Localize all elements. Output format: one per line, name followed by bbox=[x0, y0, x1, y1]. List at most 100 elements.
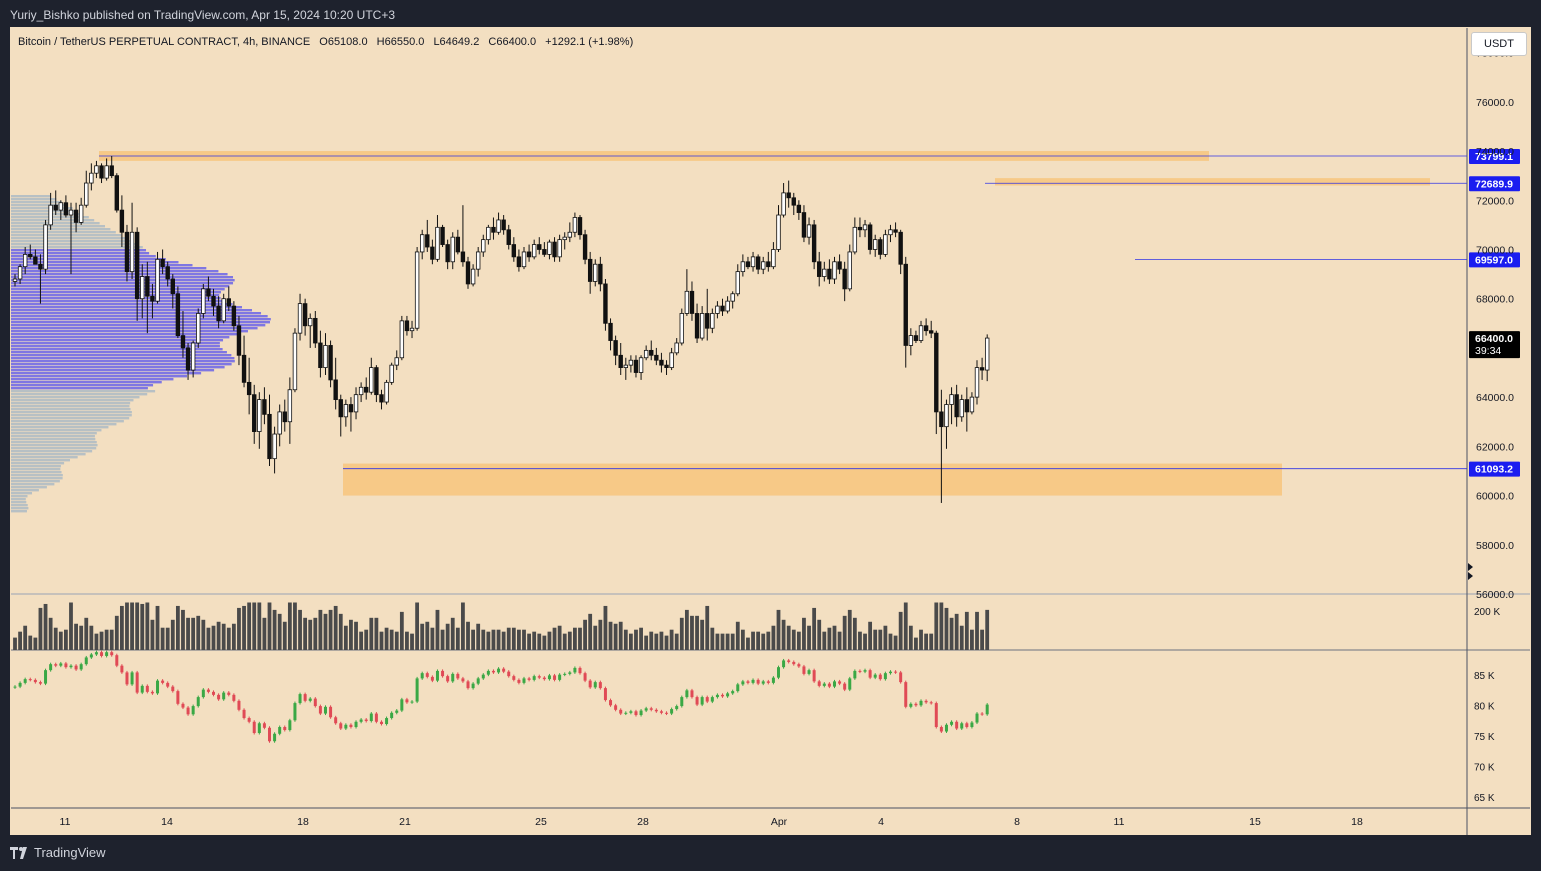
indicator-bar bbox=[736, 684, 740, 692]
volume-bar bbox=[466, 621, 470, 650]
volume-bar bbox=[384, 627, 389, 650]
volume-bar bbox=[898, 611, 903, 650]
candle-body bbox=[557, 239, 562, 258]
candle-body bbox=[873, 239, 878, 250]
candle-body bbox=[796, 204, 802, 213]
volume-bar bbox=[359, 631, 364, 650]
indicator-bar bbox=[49, 664, 53, 671]
candle-body bbox=[165, 266, 170, 280]
price-tick-label: 70000.0 bbox=[1476, 244, 1514, 256]
volume-bar bbox=[272, 609, 277, 650]
volume-bar bbox=[328, 609, 333, 650]
price-tick-label: 64000.0 bbox=[1476, 392, 1514, 404]
indicator-bar bbox=[573, 667, 577, 673]
candle-body bbox=[343, 404, 349, 418]
candle-body bbox=[867, 224, 873, 250]
volume-bar bbox=[145, 602, 150, 650]
volume-profile-bar bbox=[11, 498, 26, 501]
indicator-bar bbox=[115, 655, 119, 666]
volume-bar bbox=[873, 629, 878, 650]
volume-bar bbox=[476, 623, 481, 650]
candle-body bbox=[409, 327, 415, 332]
time-tick-label: 18 bbox=[297, 816, 309, 828]
volume-profile-bar bbox=[11, 414, 132, 417]
volume-bar bbox=[394, 631, 399, 650]
level-label: 61093.2 bbox=[1475, 464, 1513, 476]
volume-bar bbox=[781, 619, 786, 650]
indicator-tick-label: 85 K bbox=[1474, 671, 1495, 682]
candle-body bbox=[389, 364, 394, 383]
indicator-bar bbox=[33, 679, 37, 683]
indicator-bar bbox=[766, 681, 770, 683]
indicator-bar bbox=[848, 678, 852, 690]
volume-bar bbox=[506, 627, 511, 650]
candle-body bbox=[160, 258, 165, 268]
indicator-bar bbox=[105, 652, 109, 656]
volume-profile-bar bbox=[11, 420, 124, 423]
volume-bar bbox=[664, 635, 669, 650]
level-label-bg bbox=[1469, 148, 1520, 164]
ohlc-high: H66550.0 bbox=[376, 36, 425, 48]
candle-body bbox=[282, 411, 287, 423]
candle-body bbox=[73, 209, 79, 223]
indicator-tick-label: 75 K bbox=[1474, 732, 1495, 743]
volume-profile-bar bbox=[11, 390, 156, 393]
candle-body bbox=[516, 256, 522, 268]
candle-body bbox=[226, 298, 231, 307]
candle-body bbox=[430, 246, 435, 260]
scroll-arrow-icon bbox=[1468, 563, 1473, 571]
volume-profile-bar bbox=[11, 222, 100, 225]
volume-profile-bar bbox=[11, 345, 220, 348]
indicator-tick-label: 65 K bbox=[1474, 793, 1495, 804]
price-tick-label: 60000.0 bbox=[1476, 491, 1514, 503]
indicator-bar bbox=[476, 678, 480, 684]
candle-body bbox=[959, 399, 964, 418]
indicator-bar bbox=[176, 691, 180, 704]
candle-body bbox=[496, 219, 501, 233]
volume-bar bbox=[364, 629, 369, 650]
volume-bar bbox=[160, 627, 165, 650]
volume-profile-bar bbox=[11, 429, 102, 432]
time-tick-label: 11 bbox=[60, 816, 71, 828]
indicator-bar bbox=[873, 674, 877, 678]
volume-bar bbox=[109, 629, 114, 650]
candle-body bbox=[623, 364, 628, 368]
candle-body bbox=[526, 251, 532, 258]
candle-body bbox=[878, 239, 883, 255]
indicator-bar bbox=[934, 703, 938, 728]
volume-profile-bar bbox=[11, 279, 235, 282]
volume-bar bbox=[94, 633, 99, 650]
indicator-bar bbox=[171, 686, 175, 692]
candle-body bbox=[649, 349, 654, 356]
volume-bar bbox=[338, 613, 343, 650]
candle-body bbox=[862, 224, 868, 231]
volume-bar bbox=[343, 625, 348, 650]
volume-bar bbox=[186, 617, 190, 650]
volume-profile-bar bbox=[11, 417, 130, 420]
volume-bar bbox=[206, 627, 211, 650]
candle-body bbox=[48, 204, 53, 226]
volume-bar bbox=[623, 629, 628, 650]
indicator-bar bbox=[507, 671, 511, 677]
currency-button[interactable]: USDT bbox=[1471, 32, 1527, 56]
indicator-bar bbox=[385, 718, 389, 725]
indicator-bar bbox=[79, 664, 83, 670]
candle-body bbox=[949, 394, 954, 405]
volume-bar bbox=[471, 629, 475, 650]
candle-body bbox=[974, 367, 980, 398]
volume-bar bbox=[812, 607, 817, 650]
volume-bar bbox=[985, 609, 990, 650]
volume-bar bbox=[746, 637, 750, 650]
volume-profile-bar bbox=[11, 291, 221, 294]
indicator-bar bbox=[13, 686, 17, 688]
candle-body bbox=[934, 332, 939, 413]
candle-body bbox=[918, 325, 924, 341]
volume-bar bbox=[262, 617, 267, 650]
chart-frame[interactable] bbox=[10, 27, 1531, 835]
volume-profile-bar bbox=[11, 411, 132, 414]
candle-body bbox=[593, 263, 598, 282]
volume-bar bbox=[659, 631, 664, 650]
volume-bar bbox=[944, 607, 949, 650]
volume-bar bbox=[43, 603, 48, 650]
